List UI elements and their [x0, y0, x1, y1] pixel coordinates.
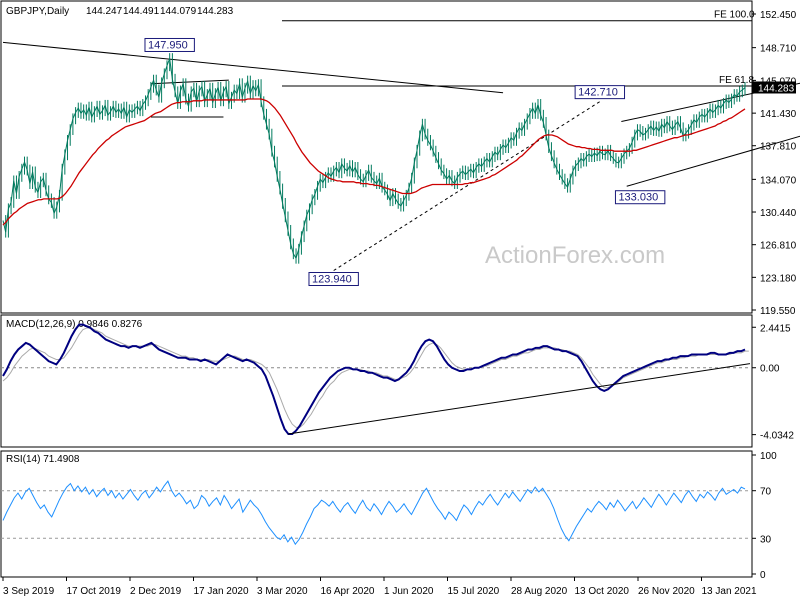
price-ohlc-open: 144.247 — [86, 6, 123, 17]
x-axis-label: 28 Aug 2020 — [511, 586, 568, 597]
macd-trendline — [288, 363, 751, 435]
projection-line — [333, 101, 601, 271]
rsi-panel-title: RSI(14) 71.4908 — [6, 454, 80, 465]
x-axis-label: 2 Dec 2019 — [130, 586, 182, 597]
price-callout-box — [144, 37, 195, 52]
rsi-panel-frame — [0, 450, 753, 578]
fe618-label: FE 61.8 — [719, 75, 754, 86]
price-callout-label: 123.940 — [312, 274, 352, 286]
price-y-tick-label: 123.180 — [760, 273, 797, 284]
x-axis-label: 13 Jan 2021 — [702, 586, 757, 597]
macd-signal-line — [2, 327, 749, 428]
current-price-marker-bg — [752, 81, 796, 94]
macd-panel-frame — [0, 314, 753, 448]
macd-y-tick-label: 2.4415 — [760, 323, 791, 334]
macd-line — [2, 323, 746, 436]
price-callout-label: 142.710 — [578, 87, 618, 99]
channel-lower-line — [626, 135, 800, 187]
fe100-label: FE 100.0 — [714, 10, 755, 21]
price-ohlc-high: 144.491 — [123, 6, 160, 17]
x-axis-label: 1 Jun 2020 — [384, 586, 434, 597]
long-term-trendline — [2, 41, 504, 94]
rsi-y-tick-label: 70 — [760, 487, 772, 498]
watermark: ActionForex.com — [485, 242, 665, 269]
price-callout-box — [308, 272, 359, 287]
x-axis-label: 13 Oct 2020 — [575, 586, 630, 597]
macd-y-tick-label: -4.0342 — [760, 431, 794, 442]
price-y-tick-label: 126.810 — [760, 241, 797, 252]
price-panel-title: GBPJPY,Daily — [6, 6, 69, 17]
rsi-y-tick-label: 100 — [760, 451, 777, 462]
price-line — [2, 58, 746, 260]
rsi-y-tick-label: 30 — [760, 534, 772, 545]
price-y-tick-label: 134.070 — [760, 175, 797, 186]
x-axis-label: 17 Jan 2020 — [194, 586, 249, 597]
x-axis-label: 16 Apr 2020 — [321, 586, 375, 597]
x-axis-label: 17 Oct 2019 — [67, 586, 122, 597]
x-axis-label: 15 Jul 2020 — [448, 586, 500, 597]
rsi-line — [2, 480, 746, 546]
macd-panel-title: MACD(12,26,9) 0.9846 0.8276 — [6, 319, 143, 330]
rsi-y-tick-label: 0 — [760, 570, 766, 581]
price-y-tick-label: 152.450 — [760, 10, 797, 21]
price-y-tick-label: 141.430 — [760, 109, 797, 120]
price-callout-box — [574, 85, 626, 100]
current-price-marker: 144.283 — [758, 83, 795, 94]
price-ohlc-low: 144.079 — [160, 6, 197, 17]
price-callout-label: 133.030 — [618, 192, 658, 204]
price-callout-label: 147.950 — [148, 39, 188, 51]
price-panel-frame — [0, 0, 753, 314]
price-ohlc-close: 144.283 — [197, 6, 234, 17]
x-axis-label: 3 Sep 2019 — [3, 586, 55, 597]
price-y-tick-label: 148.710 — [760, 44, 797, 55]
price-callout-box — [614, 190, 666, 205]
x-axis-label: 3 Mar 2020 — [257, 586, 308, 597]
price-y-tick-label: 119.550 — [760, 306, 796, 317]
sma-line — [2, 98, 746, 226]
x-axis-label: 26 Nov 2020 — [638, 586, 695, 597]
price-y-tick-label: 137.810 — [760, 142, 797, 153]
price-y-tick-label: 130.440 — [760, 208, 797, 219]
macd-y-tick-label: 0.00 — [760, 364, 780, 375]
